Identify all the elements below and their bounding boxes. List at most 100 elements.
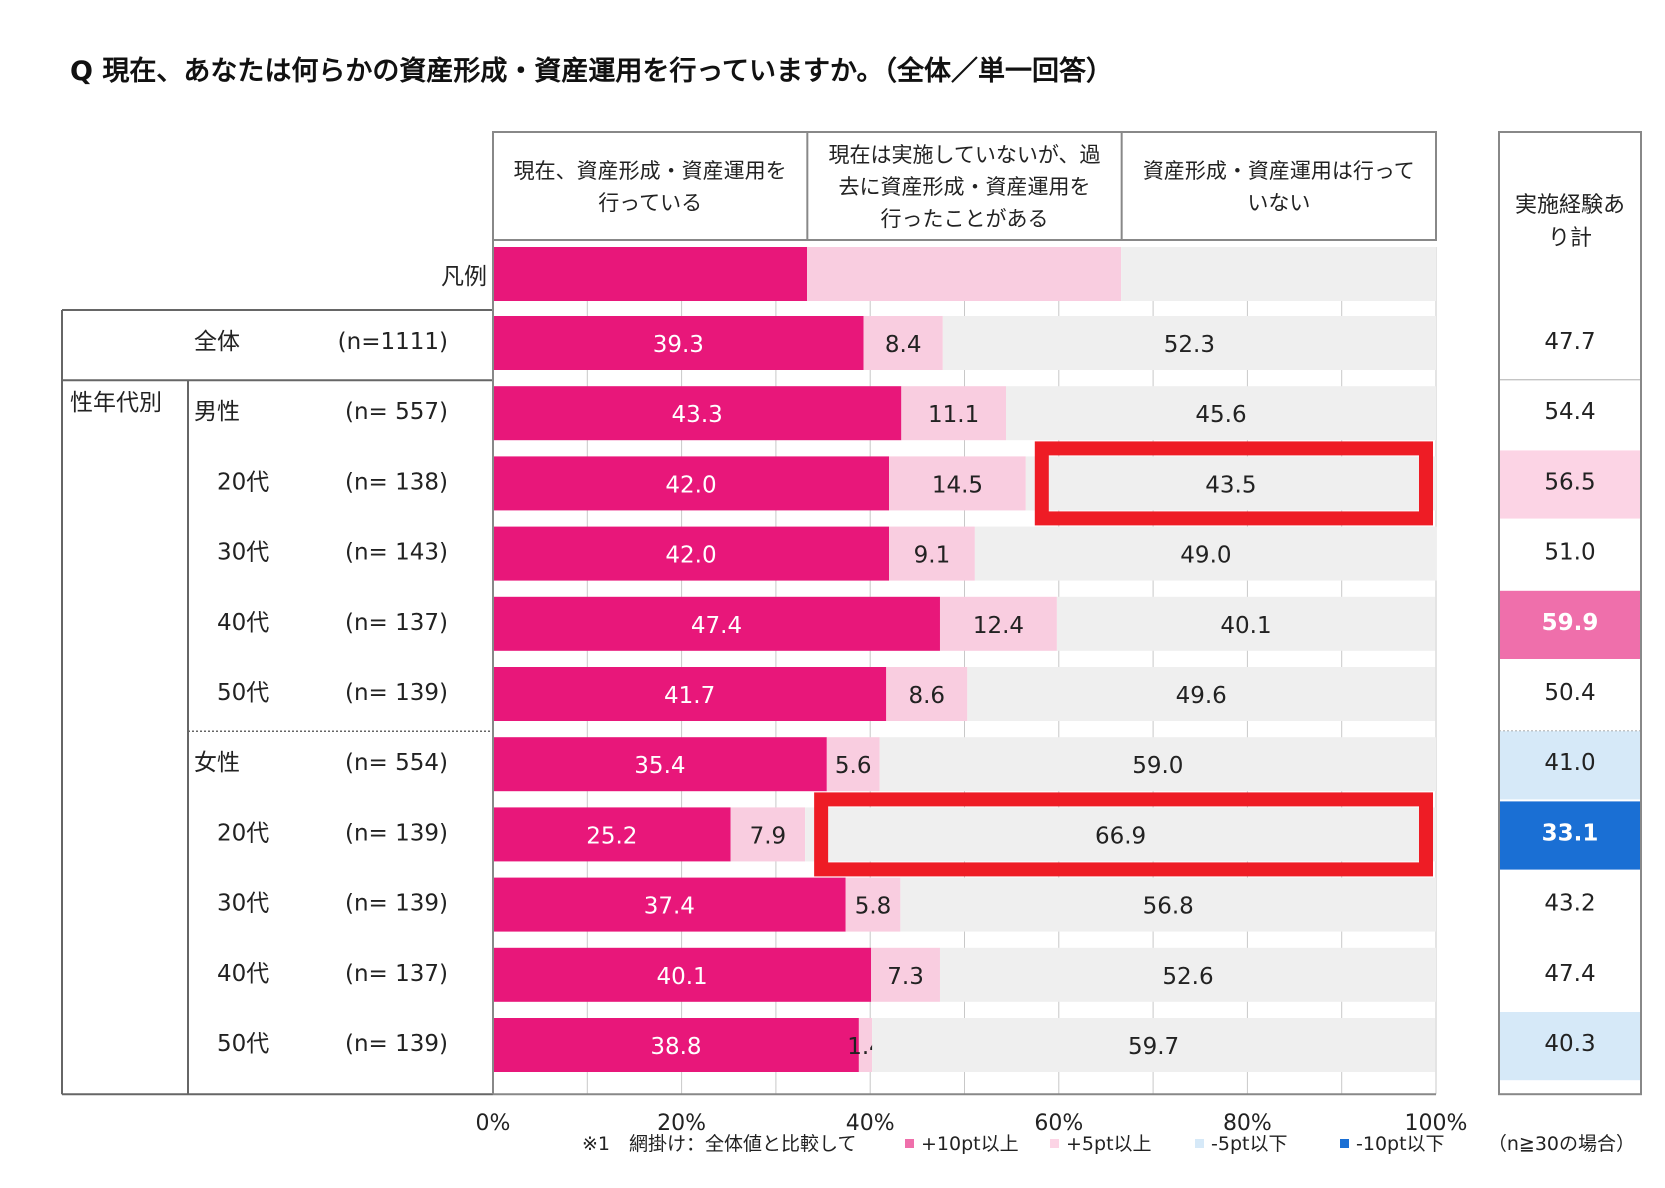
row-label: 20代	[217, 469, 269, 495]
data-label: 8.4	[885, 332, 922, 358]
data-label: 5.8	[855, 894, 892, 920]
bar-series2-row5	[939, 596, 1057, 651]
legend-header-text: 去に資産形成・資産運用を	[839, 175, 1091, 199]
bar-series3-row4	[974, 526, 1437, 581]
footnote-swatch-minus10	[1340, 1139, 1349, 1148]
legend-swatch-1	[493, 247, 808, 301]
total-value: 47.4	[1544, 961, 1595, 987]
bar-series1-row3	[493, 456, 890, 511]
data-label: 25.2	[586, 823, 637, 849]
bar-series2-row3	[889, 456, 1026, 511]
data-label: 42.0	[665, 472, 716, 498]
row-n: (n= 139)	[345, 891, 448, 917]
bar-series2-row4	[889, 526, 975, 581]
total-cell-bg	[1500, 941, 1640, 1010]
data-label: 14.5	[932, 472, 983, 498]
bar-series3-row10	[939, 947, 1436, 1002]
bar-series2-row7	[826, 737, 880, 792]
data-label: 49.6	[1176, 683, 1227, 709]
total-cell-bg	[1500, 661, 1640, 730]
total-value: 50.4	[1544, 680, 1595, 706]
legend-header-text: 現在は実施していないが、過	[829, 143, 1101, 167]
bar-series1-row2	[493, 386, 902, 441]
footnote-label: +10pt以上	[921, 1133, 1019, 1155]
row-n: (n= 139)	[345, 1031, 448, 1057]
bar-series3-row11	[872, 1018, 1436, 1072]
data-label: 11.1	[928, 402, 979, 428]
data-label: 7.9	[750, 823, 787, 849]
bar-series1-row11	[493, 1018, 859, 1072]
data-label: 9.1	[914, 543, 951, 569]
footnote-suffix: （n≧30の場合）	[1488, 1133, 1635, 1155]
total-cell-bg	[1500, 450, 1640, 519]
row-n: (n=1111)	[338, 329, 448, 355]
legend-header-text: いない	[1247, 191, 1310, 215]
x-tick-label: 60%	[1034, 1111, 1083, 1136]
data-label: 47.4	[691, 613, 742, 639]
row-label: 20代	[217, 820, 269, 846]
legend-row-label: 凡例	[441, 264, 487, 290]
x-tick-label: 0%	[476, 1111, 511, 1136]
total-value: 54.4	[1544, 399, 1595, 425]
row-label: 男性	[194, 399, 240, 425]
bar-series1-row1	[493, 316, 864, 370]
total-cell-bg	[1500, 520, 1640, 589]
row-label: 40代	[217, 610, 269, 636]
bar-series3-row7	[879, 737, 1436, 792]
bar-series3-row2	[1005, 386, 1436, 441]
total-value: 41.0	[1544, 750, 1595, 776]
data-label: 43.3	[672, 402, 723, 428]
row-n: (n= 143)	[345, 540, 448, 566]
data-label: 49.0	[1180, 543, 1231, 569]
legend-swatch-3	[1121, 247, 1436, 301]
data-label: 45.6	[1195, 402, 1246, 428]
total-cell-bg	[1500, 380, 1640, 449]
data-label: 38.8	[650, 1034, 701, 1060]
data-label: 59.0	[1132, 753, 1183, 779]
total-value: 51.0	[1544, 540, 1595, 566]
total-value: 43.2	[1544, 891, 1595, 917]
bar-series2-row1	[863, 316, 943, 370]
bar-series1-row9	[493, 877, 846, 932]
total-cell-bg	[1500, 871, 1640, 940]
data-label: 39.3	[653, 332, 704, 358]
footnote-swatch-plus10	[905, 1139, 914, 1148]
bar-series3-row8	[805, 807, 1436, 862]
data-label: 52.6	[1162, 964, 1213, 990]
total-value: 47.7	[1544, 329, 1595, 355]
bar-series3-row9	[900, 877, 1436, 932]
highlight-box	[814, 792, 1433, 877]
row-n: (n= 554)	[345, 750, 448, 776]
data-label: 5.6	[835, 753, 872, 779]
total-cell-bg	[1500, 590, 1640, 659]
data-label: 12.4	[973, 613, 1024, 639]
data-label: 59.7	[1128, 1034, 1179, 1060]
x-tick-label: 80%	[1223, 1111, 1272, 1136]
legend-header-text: 現在、資産形成・資産運用を	[514, 159, 787, 183]
bar-series2-row2	[901, 386, 1006, 441]
x-tick-label: 40%	[846, 1111, 895, 1136]
bar-series2-row6	[886, 667, 968, 721]
data-label: 7.3	[887, 964, 924, 990]
bar-series1-row4	[493, 526, 890, 581]
row-n: (n= 139)	[345, 820, 448, 846]
legend-header-frame	[492, 131, 1437, 241]
data-label: 42.0	[665, 543, 716, 569]
footnote-swatch-plus5	[1050, 1139, 1059, 1148]
row-n: (n= 557)	[345, 399, 448, 425]
footnote-prefix: ※1 網掛け：全体値と比較して	[582, 1133, 856, 1155]
row-label: 40代	[217, 961, 269, 987]
bar-series3-row6	[967, 667, 1436, 721]
total-cell-bg	[1500, 801, 1640, 870]
chart-title: Q 現在、あなたは何らかの資産形成・資産運用を行っていますか。（全体／単一回答）	[70, 55, 1113, 87]
footnote-label: +5pt以上	[1066, 1133, 1152, 1155]
total-value: 33.1	[1542, 820, 1599, 846]
total-cell-bg	[1500, 1012, 1640, 1081]
bar-series1-row8	[493, 807, 731, 862]
total-value: 40.3	[1544, 1031, 1595, 1057]
total-cell-bg	[1500, 731, 1640, 800]
row-label: 50代	[217, 680, 269, 706]
row-label: 50代	[217, 1031, 269, 1057]
highlight-box	[1034, 441, 1434, 526]
